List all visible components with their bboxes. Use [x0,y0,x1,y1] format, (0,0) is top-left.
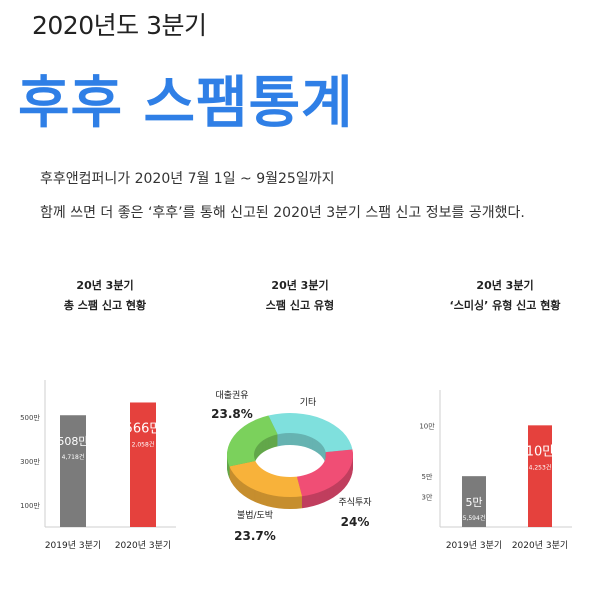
chart3-title: 20년 3분기 ‘스미싱’ 유형 신고 현황 [420,276,590,316]
bar-value-label: 508만 [57,435,88,448]
slice-label: 불법/도박 [237,510,273,521]
chart2-title-line2: 스팸 신고 유형 [265,299,335,312]
bar-0 [462,476,486,527]
bar-1 [130,402,156,527]
slice-label: 주식투자 [338,497,372,508]
x-category-label: 2019년 3분기 [45,540,101,551]
y-tick-label: 500만 [20,413,40,422]
slice-pct-label: 24% [341,515,370,529]
slice-label: 기타 [300,397,317,408]
donut-slice-2 [229,460,303,497]
chart3-title-line2: ‘스미싱’ 유형 신고 현황 [449,299,561,312]
x-category-label: 2020년 3분기 [512,540,568,551]
y-tick-label: 3만 [422,493,433,502]
x-category-label: 2019년 3분기 [446,540,502,551]
intro-line-2: 함께 쓰면 더 좋은 ‘후후’를 통해 신고된 2020년 3분기 스팸 신고 … [40,205,525,221]
chart3-title-line1: 20년 3분기 [476,279,534,292]
chart2-title: 20년 3분기 스팸 신고 유형 [220,276,380,316]
bar-1 [528,425,552,527]
slice-pct-label: 23.8% [211,407,253,421]
intro-line-1: 후후앤컴퍼니가 2020년 7월 1일 ~ 9월25일까지 [40,171,335,187]
bar-sub-label: 4,253건 [529,463,552,471]
y-tick-label: 100만 [20,501,40,510]
chart1-bar-chart: 500만 300만 100만 508만 4,718건 2019년 3분기 566만 2,058… [20,380,176,551]
bar-sub-label: 2,058건 [132,440,155,448]
page-title: 후후 스팸통계 [18,71,354,136]
x-category-label: 2020년 3분기 [115,540,171,551]
bar-0 [60,415,86,527]
donut-slice-1 [296,449,354,497]
y-tick-label: 5만 [422,472,433,481]
chart3-bar-chart: 10만 5만 3만 5만 5,594건 2019년 3분기 10만 4,253건 2020년 3… [419,390,572,551]
chart1-title-line2: 총 스팸 신고 현황 [63,299,147,312]
bar-sub-label: 4,718건 [62,453,85,461]
bar-sub-label: 5,594건 [463,514,486,522]
header-subtitle: 2020년도 3분기 [32,11,207,40]
donut-slice-0 [268,413,353,453]
chart1-title-line1: 20년 3분기 [76,279,134,292]
donut-slice-3 [226,415,278,467]
chart1-title: 20년 3분기 총 스팸 신고 현황 [30,276,180,316]
slice-pct-label: 23.7% [234,529,276,543]
bar-value-label: 5만 [465,496,482,509]
slice-label: 대출권유 [215,389,248,401]
chart2-title-line1: 20년 3분기 [271,279,329,292]
bar-value-label: 566만 [125,421,162,436]
bar-value-label: 10만 [526,444,555,459]
y-tick-label: 10만 [419,421,435,430]
y-tick-label: 300만 [20,457,40,466]
